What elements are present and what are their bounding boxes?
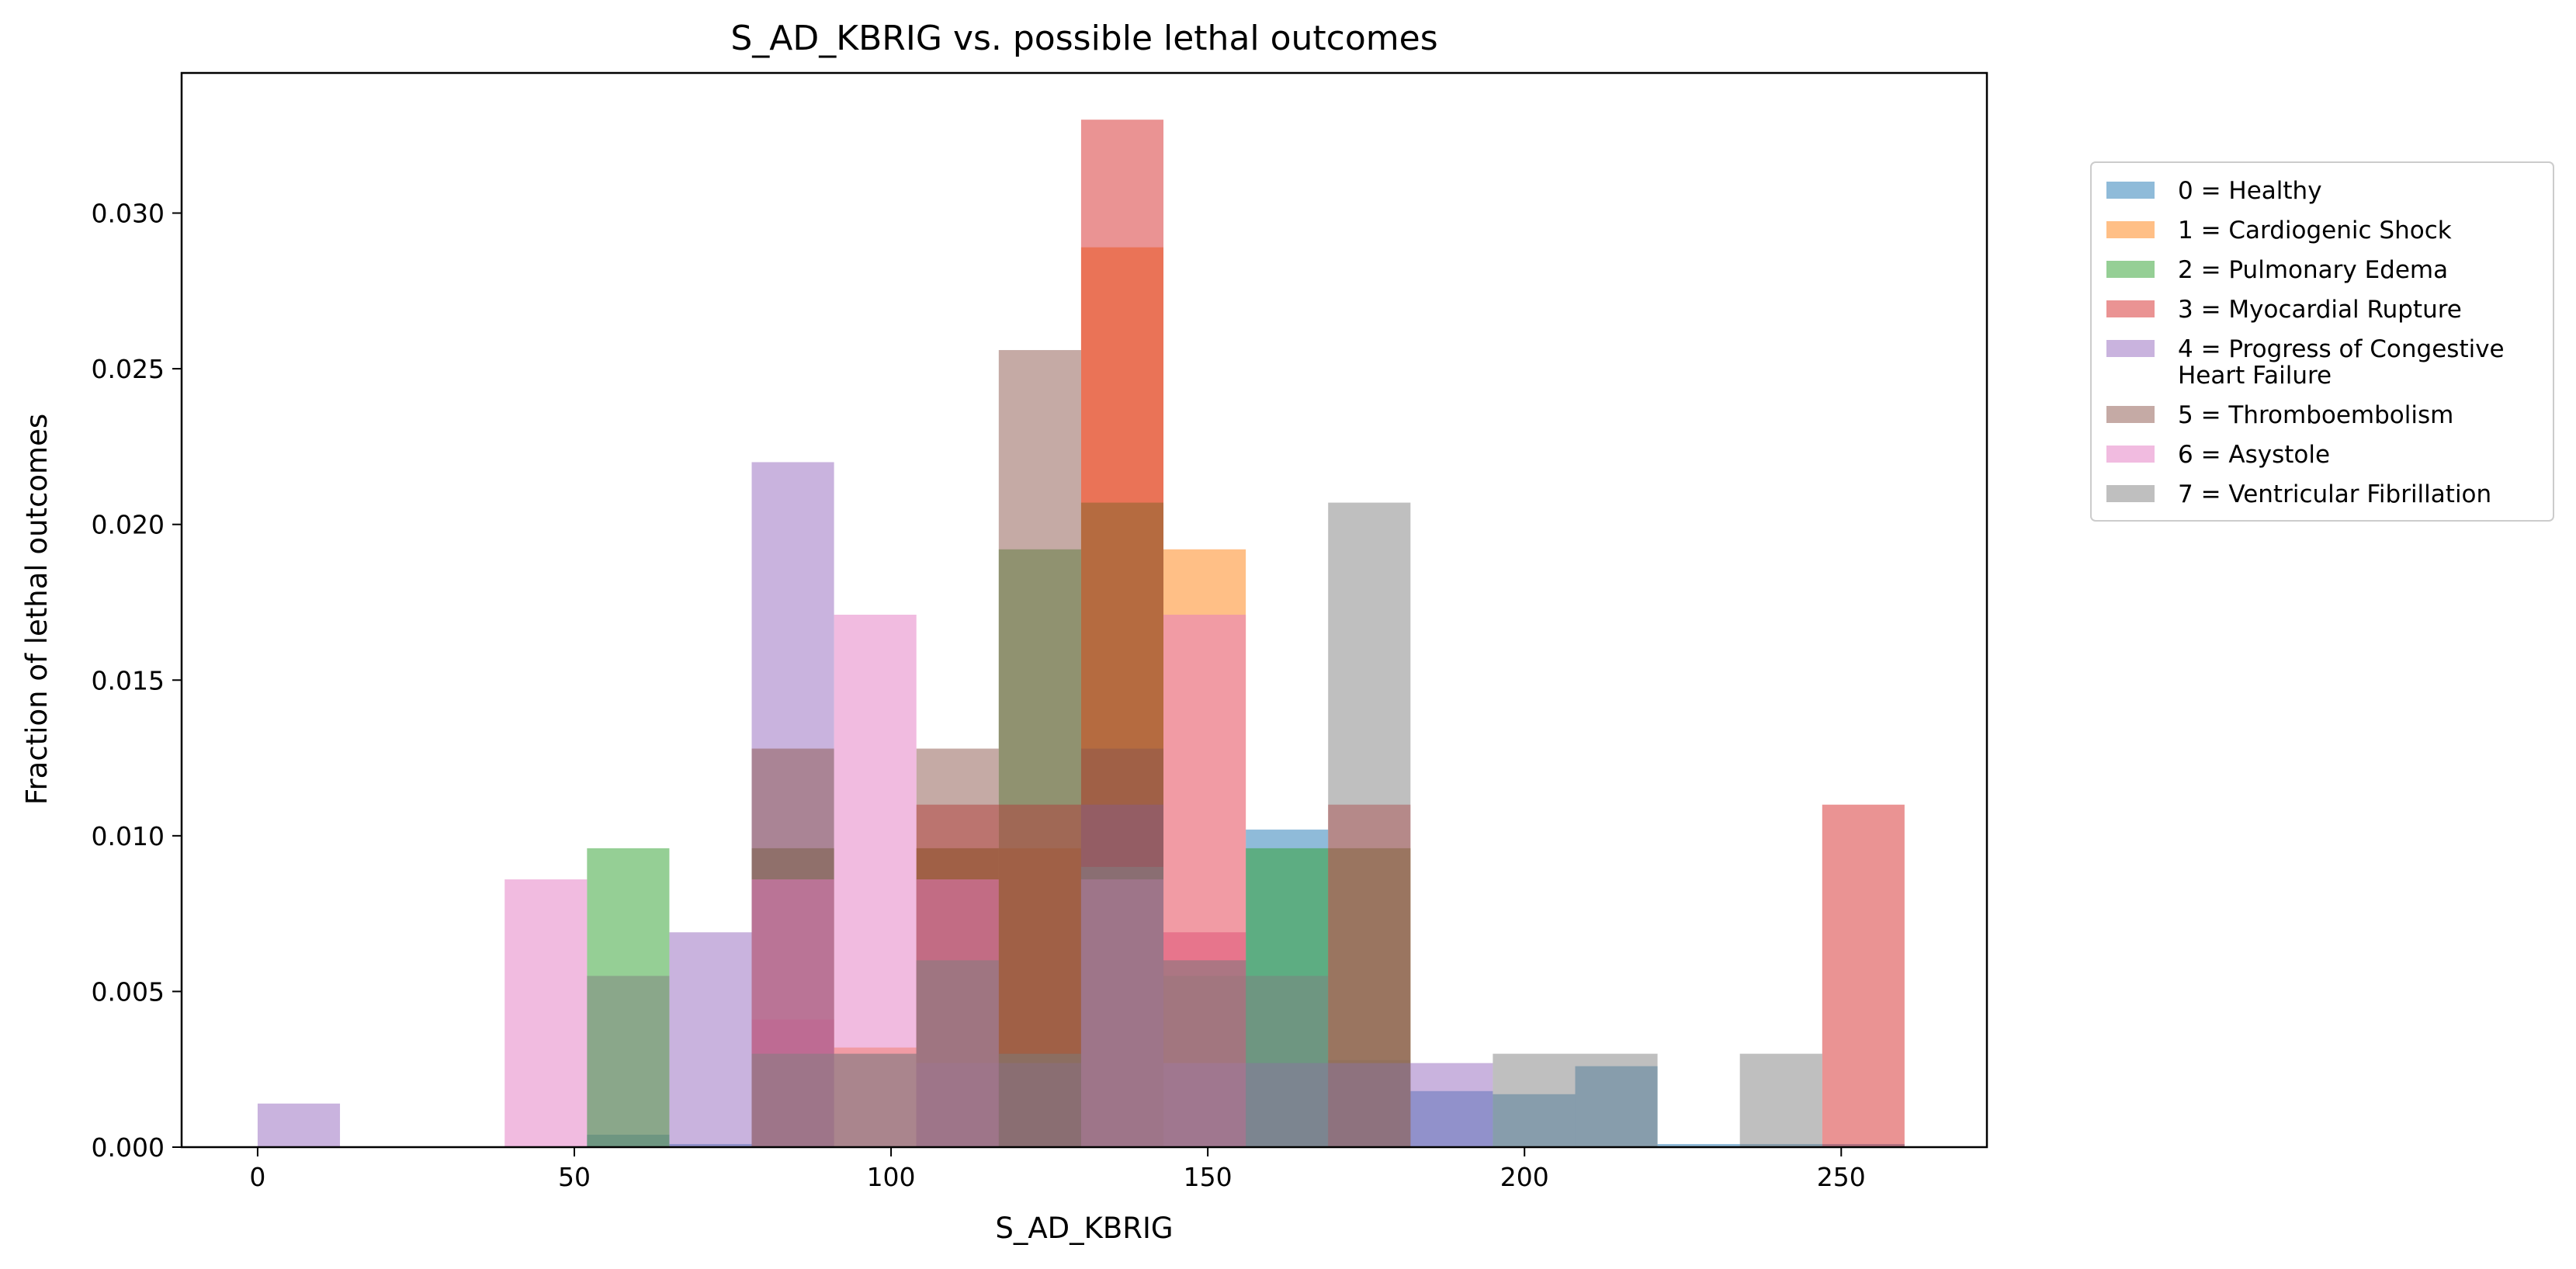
legend-frame xyxy=(2090,161,2554,522)
legend: 0 = Healthy 1 = Cardiogenic Shock 2 = Pulm… xyxy=(2090,161,2554,522)
x-axis-label: S_AD_KBRIG xyxy=(995,1212,1173,1245)
legend-swatch xyxy=(2106,340,2155,357)
y-tick-label: 0.015 xyxy=(92,665,165,695)
histogram-bar xyxy=(1822,804,1905,1147)
histogram-bar xyxy=(1163,960,1246,1147)
legend-label: 6 = Asystole xyxy=(2178,441,2330,469)
histogram-bar xyxy=(1739,1053,1822,1147)
legend-label: 1 = Cardiogenic Shock xyxy=(2178,217,2452,244)
legend-swatch xyxy=(2106,182,2155,199)
histogram-bar xyxy=(257,1103,341,1147)
legend-swatch xyxy=(2106,406,2155,423)
legend-swatch xyxy=(2106,485,2155,502)
histogram-bar xyxy=(751,1053,834,1147)
x-tick-label: 100 xyxy=(867,1162,916,1192)
axes-layer: 0 50 100 150 200 250 0.000 0.005 0.010 0.015 0.020… xyxy=(92,71,1988,1192)
y-tick-label: 0.000 xyxy=(92,1132,165,1163)
legend-label: 3 = Myocardial Rupture xyxy=(2178,296,2462,324)
y-axis-label: Fraction of lethal outcomes xyxy=(20,414,54,805)
legend-swatch xyxy=(2106,300,2155,317)
histogram-bar xyxy=(504,879,588,1147)
histogram-bar xyxy=(998,350,1081,1148)
y-tick-label: 0.010 xyxy=(92,821,165,851)
legend-label: 4 = Progress of Congestive Heart Failure xyxy=(2178,335,2505,390)
histogram-bar xyxy=(1657,1143,1740,1147)
histogram-bar xyxy=(1246,976,1329,1147)
histogram-bar xyxy=(916,960,999,1147)
legend-swatch xyxy=(2106,221,2155,238)
x-tick-label: 50 xyxy=(558,1162,591,1192)
legend-entry: 3 = Myocardial Rupture xyxy=(2106,296,2462,324)
histogram-bar xyxy=(998,1053,1081,1147)
histogram-bar xyxy=(587,976,670,1147)
x-tick-label: 0 xyxy=(249,1162,265,1192)
histogram-bar xyxy=(1410,1063,1493,1147)
histogram-bar xyxy=(1080,866,1164,1147)
histogram-bar xyxy=(1575,1053,1658,1147)
legend-entry: 7 = Ventricular Fibrillation xyxy=(2106,480,2491,508)
chart-title: S_AD_KBRIG vs. possible lethal outcomes xyxy=(730,19,1437,58)
y-tick-label: 0.030 xyxy=(92,199,165,229)
legend-entry: 5 = Thromboembolism xyxy=(2106,401,2453,429)
legend-swatch xyxy=(2106,446,2155,463)
legend-label: 2 = Pulmonary Edema xyxy=(2178,256,2448,284)
legend-swatch xyxy=(2106,261,2155,278)
bars-layer xyxy=(257,120,1905,1148)
y-tick-label: 0.025 xyxy=(92,354,165,384)
y-tick-label: 0.005 xyxy=(92,976,165,1007)
y-tick-label: 0.020 xyxy=(92,510,165,540)
histogram-bar xyxy=(834,1053,917,1147)
plot-frame xyxy=(180,71,1988,1149)
histogram-bar xyxy=(669,932,752,1147)
series-group xyxy=(587,502,1822,1147)
legend-label: 0 = Healthy xyxy=(2178,177,2322,205)
legend-label: 5 = Thromboembolism xyxy=(2178,401,2453,429)
x-tick-label: 250 xyxy=(1817,1162,1866,1192)
x-tick-label: 200 xyxy=(1500,1162,1549,1192)
legend-entry: 1 = Cardiogenic Shock xyxy=(2106,217,2452,244)
legend-entry: 0 = Healthy xyxy=(2106,177,2322,205)
legend-entry: 2 = Pulmonary Edema xyxy=(2106,256,2448,284)
legend-label: 7 = Ventricular Fibrillation xyxy=(2178,480,2491,508)
legend-entry: 4 = Progress of Congestive Heart Failure xyxy=(2106,335,2505,390)
x-tick-label: 150 xyxy=(1184,1162,1233,1192)
histogram-bar xyxy=(1328,502,1411,1147)
legend-entry: 6 = Asystole xyxy=(2106,441,2330,469)
histogram-bar xyxy=(1493,1053,1576,1147)
